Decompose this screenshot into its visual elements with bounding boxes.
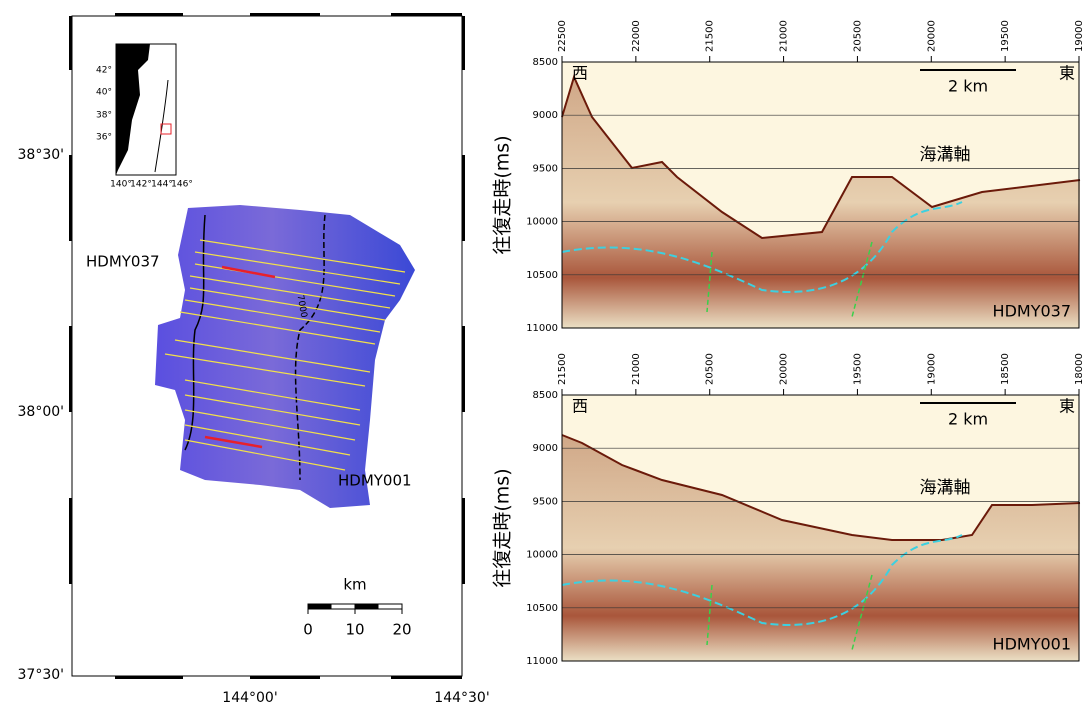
lat-label: 38°00'	[18, 404, 64, 420]
line-label: HDMY037	[993, 302, 1071, 321]
y-tick-label: 10500	[526, 270, 558, 281]
lat-label: 38°30'	[18, 147, 64, 163]
y-tick-label: 9500	[533, 496, 558, 507]
survey-lines	[164, 239, 406, 471]
y-tick-label: 11000	[526, 323, 558, 334]
interpretation	[561, 534, 963, 626]
x-tick-label: 21500	[705, 20, 716, 52]
x-tick-label: 19000	[1074, 20, 1084, 52]
inset-trench	[154, 79, 169, 173]
x-tick-label: 20000	[926, 20, 937, 52]
seismic-image	[562, 435, 1080, 661]
scale-tick-label: 10	[345, 621, 364, 639]
x-tick-label: 18500	[1000, 353, 1011, 385]
inset-lon-label: 140°	[110, 180, 132, 190]
y-tick-label: 10000	[526, 217, 558, 228]
west-label: 西	[572, 397, 588, 416]
x-tick-label: 21000	[631, 353, 642, 385]
east-label: 東	[1059, 397, 1075, 416]
y-tick-label: 8500	[533, 390, 558, 401]
y-tick-label: 8500	[533, 57, 558, 68]
line-label: HDMY001	[338, 472, 412, 490]
scale-tick-label: 20	[392, 621, 411, 639]
x-tick-label: 22500	[557, 20, 568, 52]
y-tick-label: 9500	[533, 163, 558, 174]
inset-lon-label: 146°	[171, 180, 193, 190]
line-label: HDMY037	[86, 253, 160, 271]
inset-lat-label: 42°	[96, 66, 112, 76]
x-tick-label: 19500	[852, 353, 863, 385]
x-tick-label: 18000	[1074, 353, 1084, 385]
x-tick-label: 19500	[1000, 20, 1011, 52]
y-axis-label: 往復走時(ms)	[492, 135, 514, 254]
y-tick-label: 9000	[533, 110, 558, 121]
scale-tick-label: 0	[303, 621, 313, 639]
x-tick-label: 19000	[926, 353, 937, 385]
fault	[706, 241, 873, 318]
lat-label: 37°30'	[18, 667, 64, 683]
line-label: HDMY001	[993, 635, 1071, 654]
y-tick-label: 10500	[526, 603, 558, 614]
scale-label: 2 km	[948, 410, 988, 429]
inset-land	[116, 44, 150, 175]
x-tick-label: 20000	[779, 353, 790, 385]
lon-label: 144°30'	[434, 690, 489, 706]
selected-line	[204, 435, 263, 449]
lon-label: 144°00'	[222, 690, 277, 706]
seafloor	[561, 74, 1081, 240]
x-tick-label: 20500	[852, 20, 863, 52]
inset-lon-label: 142°	[130, 180, 152, 190]
interpretation	[561, 201, 963, 293]
y-tick-label: 9000	[533, 443, 558, 454]
x-tick-label: 21500	[557, 353, 568, 385]
scale-unit: km	[343, 576, 366, 594]
fault	[706, 574, 873, 651]
y-axis-label: 往復走時(ms)	[492, 468, 514, 587]
section-frame	[561, 394, 1080, 662]
inset-lon-label: 144°	[151, 180, 173, 190]
west-label: 西	[572, 64, 588, 83]
map	[71, 15, 463, 677]
east-label: 東	[1059, 64, 1075, 83]
annotation: 海溝軸	[920, 145, 971, 165]
scale-segment	[355, 604, 379, 609]
x-tick-label: 21000	[779, 20, 790, 52]
inset-locator	[160, 123, 172, 135]
y-tick-label: 10000	[526, 550, 558, 561]
section-frame	[561, 61, 1080, 329]
scale-label: 2 km	[948, 77, 988, 96]
y-tick-label: 11000	[526, 656, 558, 667]
seismic-image	[562, 77, 1080, 328]
seafloor	[561, 434, 1081, 541]
x-tick-label: 20500	[705, 353, 716, 385]
inset-lat-label: 40°	[96, 88, 112, 98]
x-tick-label: 22000	[631, 20, 642, 52]
contour-label: 7000	[295, 294, 309, 319]
selected-line	[221, 265, 276, 279]
annotation: 海溝軸	[920, 478, 971, 498]
inset-lat-label: 36°	[96, 133, 112, 143]
inset-lat-label: 38°	[96, 111, 112, 121]
contour	[184, 214, 206, 451]
scale-segment	[308, 604, 332, 609]
